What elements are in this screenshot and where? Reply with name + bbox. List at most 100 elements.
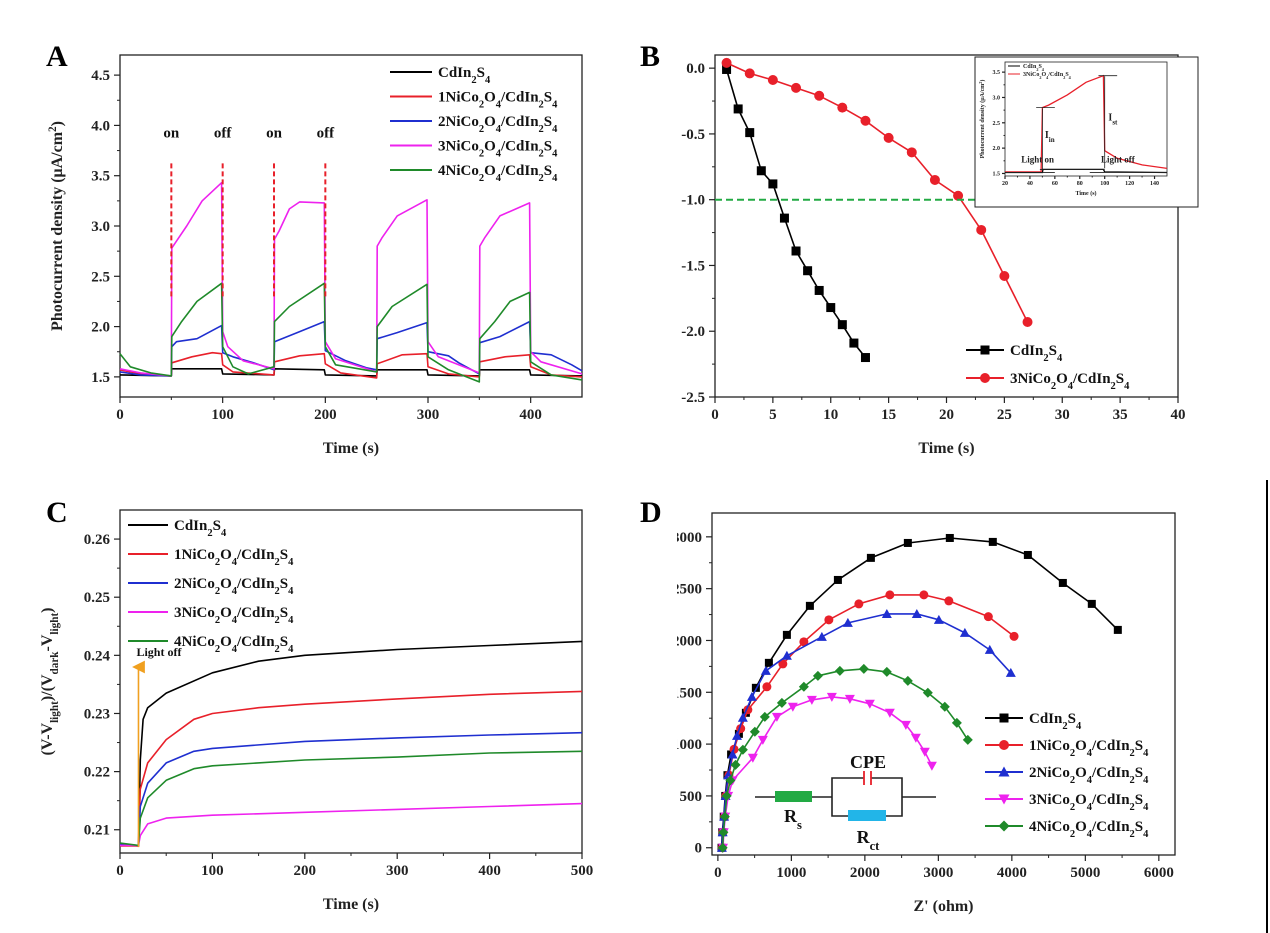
- panel-letter: B: [640, 40, 660, 73]
- y-tick-label: 4.0: [91, 118, 110, 134]
- data-point: [764, 658, 773, 667]
- y-tick-label: 500: [680, 789, 703, 805]
- inset-annotation: Iin: [1045, 130, 1055, 144]
- series: [119, 368, 583, 377]
- legend-item: 3NiCo2O4/CdIn2S4: [985, 792, 1149, 813]
- data-point: [929, 174, 940, 185]
- y-tick-label: 2.0: [993, 146, 1001, 152]
- x-tick-label: 30: [1055, 407, 1070, 423]
- data-point: [768, 179, 778, 189]
- data-point: [806, 695, 817, 705]
- panel-letter: C: [46, 496, 68, 529]
- legend-label: 3NiCo2O4/CdIn2S4: [1010, 371, 1130, 392]
- legend-label: CdIn2S4: [174, 518, 227, 539]
- circuit-label-rct: Rct: [857, 827, 881, 853]
- legend-item: CdIn2S4: [966, 343, 1063, 364]
- x-tick-label: 3000: [923, 865, 953, 881]
- legend-label: 2NiCo2O4/CdIn2S4: [438, 114, 558, 135]
- series-line: [119, 731, 583, 847]
- x-tick-label: 300: [417, 407, 440, 423]
- x-tick-label: 15: [881, 407, 896, 423]
- data-point: [1087, 599, 1096, 608]
- inset-annotation: Ist: [1108, 112, 1118, 126]
- data-point: [727, 749, 738, 759]
- series: [119, 181, 583, 377]
- y-tick-label: 0.25: [84, 590, 110, 606]
- data-point: [885, 590, 895, 600]
- x-tick-label: 100: [211, 407, 234, 423]
- x-axis-title: Z' (ohm): [914, 898, 974, 915]
- panel-letter: A: [46, 40, 68, 73]
- legend-marker-circle: [999, 740, 1009, 750]
- data-point: [999, 270, 1010, 281]
- data-point: [757, 735, 768, 745]
- inset-chart: 20 40 60 80 100 120 140 1.5 2.0 2.5 3.0 3.5 Time (s)…: [974, 56, 1199, 208]
- legend-item: 1NiCo2O4/CdIn2S4: [128, 547, 294, 568]
- x-tick-label: 60: [1052, 181, 1058, 187]
- y-tick-label: 0.24: [84, 648, 111, 664]
- data-point: [747, 753, 758, 763]
- data-point: [984, 644, 995, 654]
- data-point: [733, 104, 743, 114]
- legend-label: 3NiCo2O4/CdIn2S4: [438, 139, 558, 160]
- data-point: [911, 608, 922, 618]
- legend-label: CdIn2S4: [1029, 711, 1082, 732]
- data-point: [730, 759, 741, 770]
- y-tick-label: -2.5: [681, 390, 705, 406]
- inset-annotation: Light off: [1101, 154, 1136, 164]
- x-tick-label: 40: [1171, 407, 1186, 423]
- series-line: [725, 69, 867, 359]
- series-line: [120, 690, 583, 847]
- equivalent-circuit: CPE Rs Rct: [755, 752, 936, 853]
- data-point: [749, 726, 760, 737]
- legend-item: 1NiCo2O4/CdIn2S4: [985, 738, 1149, 759]
- y-tick-label: 4.5: [91, 68, 110, 84]
- series-line: [119, 750, 583, 847]
- data-point: [787, 702, 798, 712]
- y-axis-title: (V-Vlight)/(Vdark-Vlight): [39, 608, 61, 756]
- data-point: [864, 699, 875, 709]
- data-point: [816, 631, 827, 641]
- x-tick-label: 0: [711, 407, 719, 423]
- data-point: [922, 687, 933, 698]
- x-tick-label: 20: [1002, 181, 1008, 187]
- x-tick-label: 400: [478, 863, 501, 879]
- legend-label: CdIn2S4: [1023, 64, 1045, 72]
- data-point: [779, 213, 789, 223]
- data-point: [881, 608, 892, 618]
- data-point: [1005, 667, 1016, 677]
- legend-marker-diamond: [998, 820, 1010, 832]
- data-point: [791, 246, 801, 256]
- data-point: [826, 303, 836, 313]
- y-axis-title: Photocurrent density (μA/cm2): [978, 80, 987, 159]
- data-point: [731, 730, 742, 740]
- data-point: [844, 694, 855, 704]
- legend-item: 4NiCo2O4/CdIn2S4: [390, 163, 558, 184]
- x-tick-label: 4000: [997, 865, 1027, 881]
- panel-d: D 0 1000 2000 3000 4000 5000 6000 0 500 1000 1500 20…: [640, 496, 1176, 915]
- data-point: [919, 747, 930, 757]
- data-point: [919, 590, 929, 600]
- panel-a: A 0 100 200 300 400 1.5 2.0 2.5 3.0 3.5 4.0 4.5 Time …: [46, 40, 583, 457]
- series-line: [120, 802, 583, 847]
- data-point: [837, 102, 848, 113]
- legend-label: 4NiCo2O4/CdIn2S4: [438, 163, 558, 184]
- series: [120, 690, 583, 847]
- legend-item: 3NiCo2O4/CdIn2S4: [128, 605, 294, 626]
- data-point: [799, 637, 809, 647]
- data-point: [722, 64, 732, 74]
- data-point: [983, 612, 993, 622]
- y-tick-label: 3000: [672, 530, 702, 546]
- series: [718, 692, 937, 853]
- data-point: [860, 115, 871, 126]
- annotation-off: off: [214, 125, 232, 141]
- plot-frame: [119, 54, 583, 398]
- panel-b: B 0 5 10 15 20 25 30 35 40 -2.5 -2.0 -1.5 -1.0 -0.5 0.0…: [640, 40, 1199, 457]
- data-point: [959, 627, 970, 637]
- data-point: [798, 681, 809, 692]
- legend-label: 3NiCo2O4/CdIn2S4: [1029, 792, 1149, 813]
- series-line: [119, 181, 583, 377]
- data-point: [900, 720, 911, 730]
- x-tick-label: 200: [314, 407, 337, 423]
- x-tick-label: 6000: [1144, 865, 1174, 881]
